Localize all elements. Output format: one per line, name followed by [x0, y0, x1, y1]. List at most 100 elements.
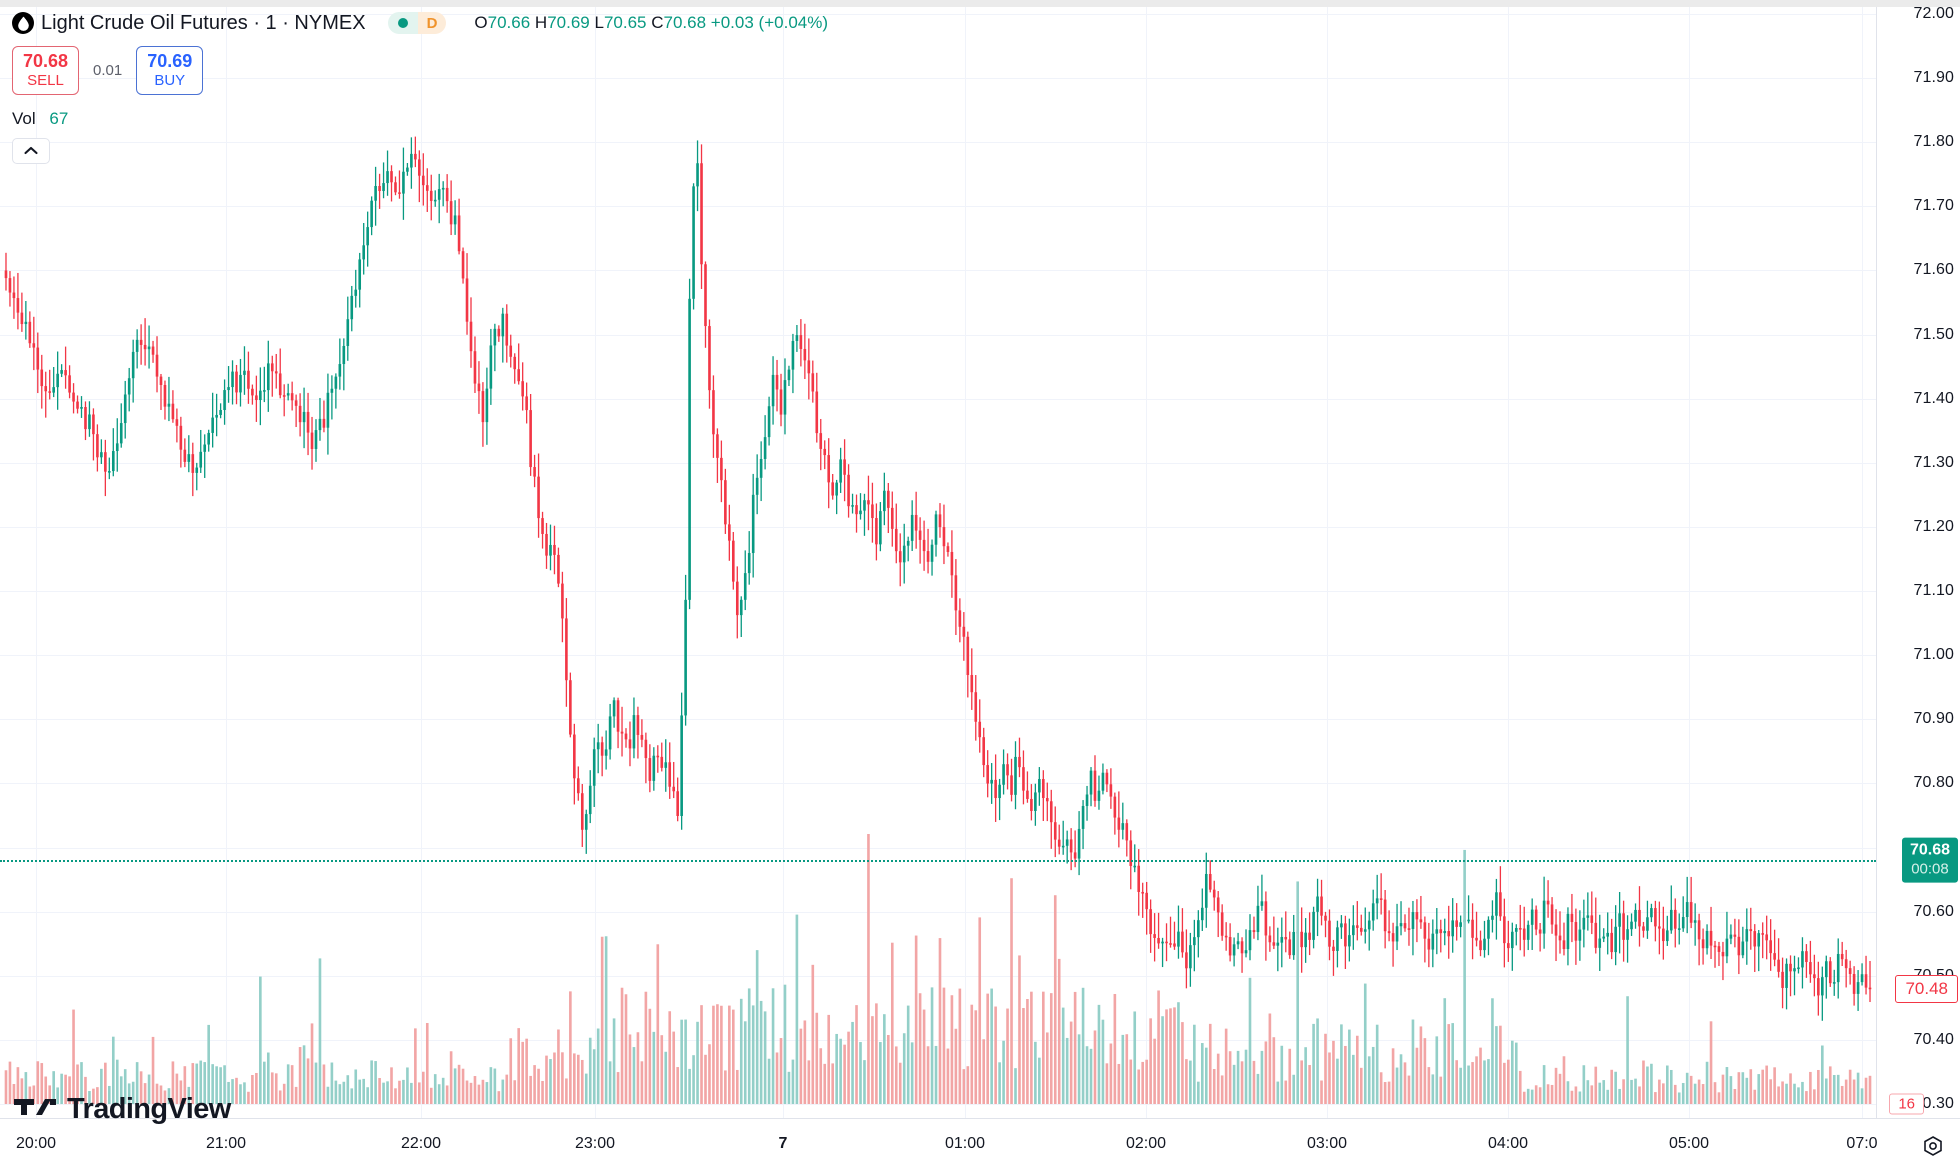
- time-tick-label: 02:00: [1125, 1135, 1167, 1152]
- grid-line-horizontal: [0, 270, 1876, 272]
- time-tick-label: 22:00: [400, 1135, 442, 1152]
- time-tick-label: 05:00: [1668, 1135, 1710, 1152]
- sell-label: SELL: [27, 71, 64, 89]
- grid-line-horizontal: [0, 14, 1876, 15]
- low-label: L: [594, 13, 604, 32]
- oil-drop-icon: [12, 12, 34, 34]
- volume-value: 67: [49, 108, 69, 128]
- sell-button[interactable]: 70.68 SELL: [12, 46, 80, 95]
- interval-badge: D: [417, 12, 447, 34]
- volume-badge: 16: [1889, 1093, 1924, 1115]
- time-tick-label: 04:00: [1487, 1135, 1529, 1152]
- price-tick-label: 71.50: [1913, 325, 1954, 343]
- time-tick-label: 20:00: [15, 1135, 57, 1152]
- trade-buttons-row: 70.68 SELL 0.01 70.69 BUY: [12, 46, 828, 95]
- grid-line-horizontal: [0, 911, 1876, 913]
- buy-label: BUY: [154, 71, 186, 89]
- grid-line-vertical: [1327, 7, 1328, 1118]
- time-scale[interactable]: 20:00 21:00 22:00 23:00 7 01:00 02:00 03:00 04:0…: [0, 1118, 1960, 1168]
- time-tick-label: 21:00: [205, 1135, 247, 1152]
- price-tick-label: 71.20: [1913, 517, 1954, 535]
- grid-line-vertical: [421, 7, 422, 1118]
- volume-label: Vol: [12, 108, 36, 128]
- change-percent: (+0.04%): [758, 13, 828, 32]
- grid-line-horizontal: [0, 206, 1876, 208]
- grid-line-horizontal: [0, 142, 1876, 144]
- grid-line-horizontal: [0, 1104, 1876, 1105]
- bar-countdown: 00:08: [1911, 860, 1949, 878]
- price-tick-label: 70.80: [1913, 774, 1954, 792]
- grid-line-horizontal: [0, 398, 1876, 400]
- tradingview-logo-icon: [14, 1093, 58, 1126]
- grid-line-horizontal: [0, 526, 1876, 528]
- grid-line-vertical: [965, 7, 966, 1118]
- chart-legend: Light Crude Oil Futures · 1 · NYMEX D O7…: [12, 8, 828, 164]
- high-label: H: [534, 13, 548, 32]
- grid-line-vertical: [1862, 7, 1863, 1118]
- grid-line-vertical: [1146, 7, 1147, 1118]
- grid-line-horizontal: [0, 847, 1876, 849]
- price-tick-label: 71.60: [1913, 261, 1954, 279]
- time-tick-label: 07:0: [1846, 1135, 1878, 1152]
- grid-line-horizontal: [0, 1039, 1876, 1041]
- time-tick-label: 23:00: [574, 1135, 616, 1152]
- top-strip: [0, 0, 1960, 7]
- price-tick-label: 71.00: [1913, 646, 1954, 664]
- ohlc-values: O70.66 H70.69 L70.65 C70.68 +0.03 (+0.04…: [474, 13, 828, 33]
- sell-price: 70.68: [23, 51, 69, 71]
- bid-price-badge[interactable]: 70.48: [1895, 974, 1958, 1003]
- price-tick-label: 71.90: [1913, 69, 1954, 87]
- last-price-badge[interactable]: 70.68 00:08: [1901, 838, 1958, 883]
- price-tick-label: 71.10: [1913, 582, 1954, 600]
- price-tick-label: 71.30: [1913, 453, 1954, 471]
- time-tick-label: 7: [778, 1135, 788, 1152]
- last-price-line: [0, 860, 1876, 863]
- low-value: 70.65: [603, 13, 647, 32]
- grid-line-vertical: [1508, 7, 1509, 1118]
- high-value: 70.69: [547, 13, 590, 32]
- grid-line-horizontal: [0, 78, 1876, 80]
- price-tick-label: 70.40: [1913, 1030, 1954, 1048]
- price-tick-label: 70.90: [1913, 710, 1954, 728]
- grid-line-horizontal: [0, 334, 1876, 336]
- candlestick-series: [4, 136, 1872, 1104]
- grid-line-horizontal: [0, 783, 1876, 785]
- open-label: O: [474, 13, 488, 32]
- legend-symbol-row: Light Crude Oil Futures · 1 · NYMEX D O7…: [12, 8, 828, 38]
- grid-line-horizontal: [0, 591, 1876, 593]
- grid-line-horizontal: [0, 719, 1876, 721]
- close-label: C: [651, 13, 664, 32]
- volume-legend[interactable]: Vol 67: [12, 109, 828, 129]
- price-tick-label: 70.60: [1913, 902, 1954, 920]
- grid-line-vertical: [1689, 7, 1690, 1118]
- price-tick-label: 72.00: [1913, 5, 1954, 22]
- grid-line-vertical: [226, 7, 227, 1118]
- session-open-dot: [387, 12, 418, 34]
- grid-line-horizontal: [0, 462, 1876, 464]
- time-tick-label: 03:00: [1306, 1135, 1348, 1152]
- change-value: +0.03: [710, 13, 754, 32]
- chevron-up-icon[interactable]: [12, 137, 50, 164]
- grid-line-vertical: [595, 7, 596, 1118]
- time-tick-label: 01:00: [944, 1135, 986, 1152]
- grid-line-horizontal: [0, 655, 1876, 657]
- tradingview-watermark: TradingView: [14, 1093, 231, 1126]
- price-tick-label: 71.40: [1913, 389, 1954, 407]
- spread-value: 0.01: [93, 61, 123, 79]
- grid-line-horizontal: [0, 975, 1876, 977]
- buy-price: 70.69: [147, 51, 193, 71]
- price-tick-label: 71.80: [1913, 133, 1954, 151]
- open-value: 70.66: [487, 13, 531, 32]
- price-scale[interactable]: 72.00 71.90 71.80 71.70 71.60 71.50 71.40 71.30…: [1876, 5, 1960, 1118]
- crosshair-target-icon[interactable]: [1920, 1133, 1946, 1159]
- grid-line-vertical: [36, 7, 37, 1118]
- session-status-badge[interactable]: D: [387, 12, 447, 34]
- price-tick-label: 71.70: [1913, 197, 1954, 215]
- symbol-title[interactable]: Light Crude Oil Futures · 1 · NYMEX: [41, 11, 366, 34]
- chart-plot-area[interactable]: [0, 7, 1876, 1118]
- grid-line-vertical: [783, 7, 784, 1118]
- buy-button[interactable]: 70.69 BUY: [136, 46, 204, 95]
- watermark-text: TradingView: [67, 1093, 231, 1125]
- close-value: 70.68: [663, 13, 707, 32]
